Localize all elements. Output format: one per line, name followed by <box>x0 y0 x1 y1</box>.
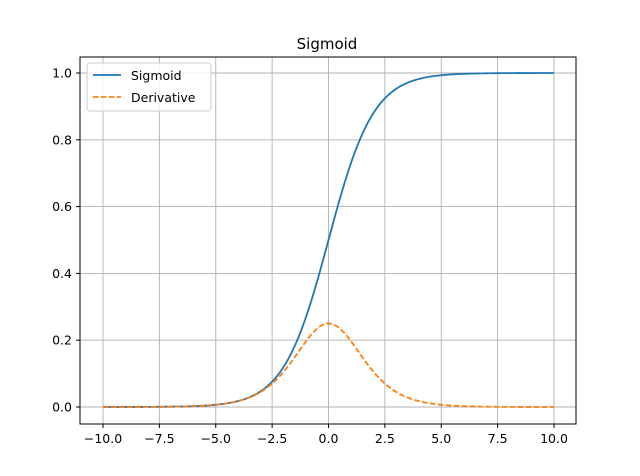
series-line-derivative <box>103 322 554 408</box>
x-tick-label: 2.5 <box>375 431 395 446</box>
x-tick-label: 10.0 <box>540 431 568 446</box>
grid <box>80 57 576 424</box>
x-tick-label: −5.0 <box>201 431 231 446</box>
legend-label-sigmoid: Sigmoid <box>131 68 182 83</box>
x-axis: −10.0 −7.5 −5.0 −2.5 0.0 2.5 5.0 7.5 10.0 <box>84 424 568 446</box>
chart-title: Sigmoid <box>297 35 358 53</box>
legend: Sigmoid Derivative <box>86 62 212 112</box>
y-tick-label: 0.4 <box>52 266 72 281</box>
x-tick-label: 0.0 <box>319 431 339 446</box>
x-tick-label: −10.0 <box>84 431 122 446</box>
y-axis: 0.0 0.2 0.4 0.6 0.8 1.0 <box>52 66 80 415</box>
x-tick-label: 5.0 <box>431 431 451 446</box>
x-tick-label: 7.5 <box>488 431 508 446</box>
y-tick-label: 1.0 <box>52 66 72 81</box>
y-tick-label: 0.2 <box>52 333 72 348</box>
series-layer <box>103 72 554 408</box>
legend-label-derivative: Derivative <box>131 90 196 105</box>
y-tick-label: 0.6 <box>52 199 72 214</box>
x-tick-label: −2.5 <box>257 431 287 446</box>
y-tick-label: 0.8 <box>52 132 72 147</box>
x-tick-label: −7.5 <box>144 431 174 446</box>
y-tick-label: 0.0 <box>52 400 72 415</box>
